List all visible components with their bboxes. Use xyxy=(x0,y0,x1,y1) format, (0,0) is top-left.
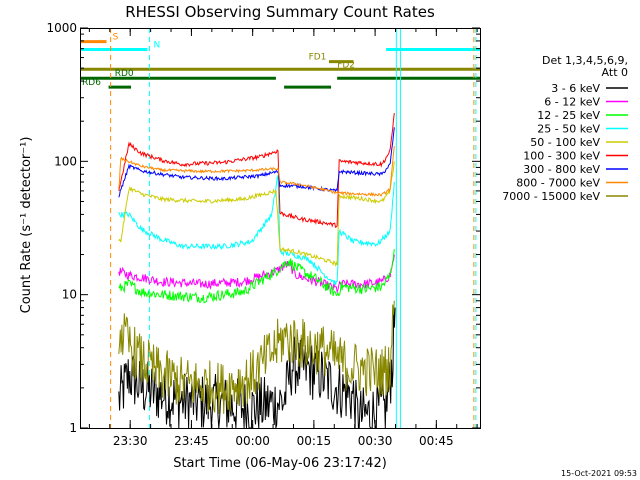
series-line-8 xyxy=(118,300,395,414)
state-label-fd2: FD2 xyxy=(337,60,355,70)
series-line-5 xyxy=(118,113,395,228)
series-line-0 xyxy=(118,306,396,429)
x-tick-label: 00:00 xyxy=(235,434,270,448)
legend-header-line: Det 1,3,4,5,6,9, xyxy=(542,54,628,67)
chart-title: RHESSI Observing Summary Count Rates xyxy=(125,3,435,21)
legend-label-3: 25 - 50 keV xyxy=(537,123,600,136)
plot-frame xyxy=(80,28,481,429)
legend-label-8: 7000 - 15000 keV xyxy=(502,190,600,203)
x-tick-label: 00:45 xyxy=(419,434,454,448)
count-rate-series xyxy=(118,113,396,429)
plot-area: S N FD1 FD2 RD0 RD6 xyxy=(80,28,481,429)
y-tick-label: 10 xyxy=(62,288,77,302)
legend-label-2: 12 - 25 keV xyxy=(537,109,600,122)
y-tick-label: 1000 xyxy=(46,21,77,35)
series-line-3 xyxy=(118,175,395,286)
x-tick-label: 23:30 xyxy=(113,434,148,448)
x-tick-label: 23:45 xyxy=(174,434,209,448)
y-tick-label: 100 xyxy=(54,154,77,168)
legend-label-4: 50 - 100 keV xyxy=(530,136,600,149)
legend-label-6: 300 - 800 keV xyxy=(523,163,600,176)
y-axis-label: Count Rate (s⁻¹ detector⁻¹) xyxy=(19,137,34,314)
legend-label-5: 100 - 300 keV xyxy=(523,150,600,163)
legend-header-line: Att 0 xyxy=(602,66,628,79)
state-label-rd0: RD0 xyxy=(115,69,134,79)
series-line-4 xyxy=(118,161,395,267)
x-tick-label: 00:15 xyxy=(297,434,332,448)
state-label-s: S xyxy=(113,33,119,43)
x-tick-label: 00:30 xyxy=(358,434,393,448)
state-label-fd1: FD1 xyxy=(309,53,327,63)
series-line-7 xyxy=(118,146,395,197)
series-line-2 xyxy=(118,248,395,304)
x-axis-label: Start Time (06-May-06 23:17:42) xyxy=(173,456,387,471)
legend-label-0: 3 - 6 keV xyxy=(551,82,600,95)
axes: 1 10 100 1000 23:30 23:45 00:00 00:15 00:30 00:45 xyxy=(46,21,480,448)
series-line-1 xyxy=(118,254,395,294)
event-marker-lines xyxy=(110,28,477,428)
series-line-6 xyxy=(118,127,395,198)
state-label-rd6: RD6 xyxy=(82,78,101,88)
footer-timestamp: 15-Oct-2021 09:53 xyxy=(561,469,637,478)
observing-state-bars: S N FD1 FD2 RD0 RD6 xyxy=(80,33,480,89)
state-label-n: N xyxy=(153,40,160,50)
y-tick-label: 1 xyxy=(69,421,77,435)
legend-label-1: 6 - 12 keV xyxy=(544,96,600,109)
legend-label-7: 800 - 7000 keV xyxy=(516,177,600,190)
